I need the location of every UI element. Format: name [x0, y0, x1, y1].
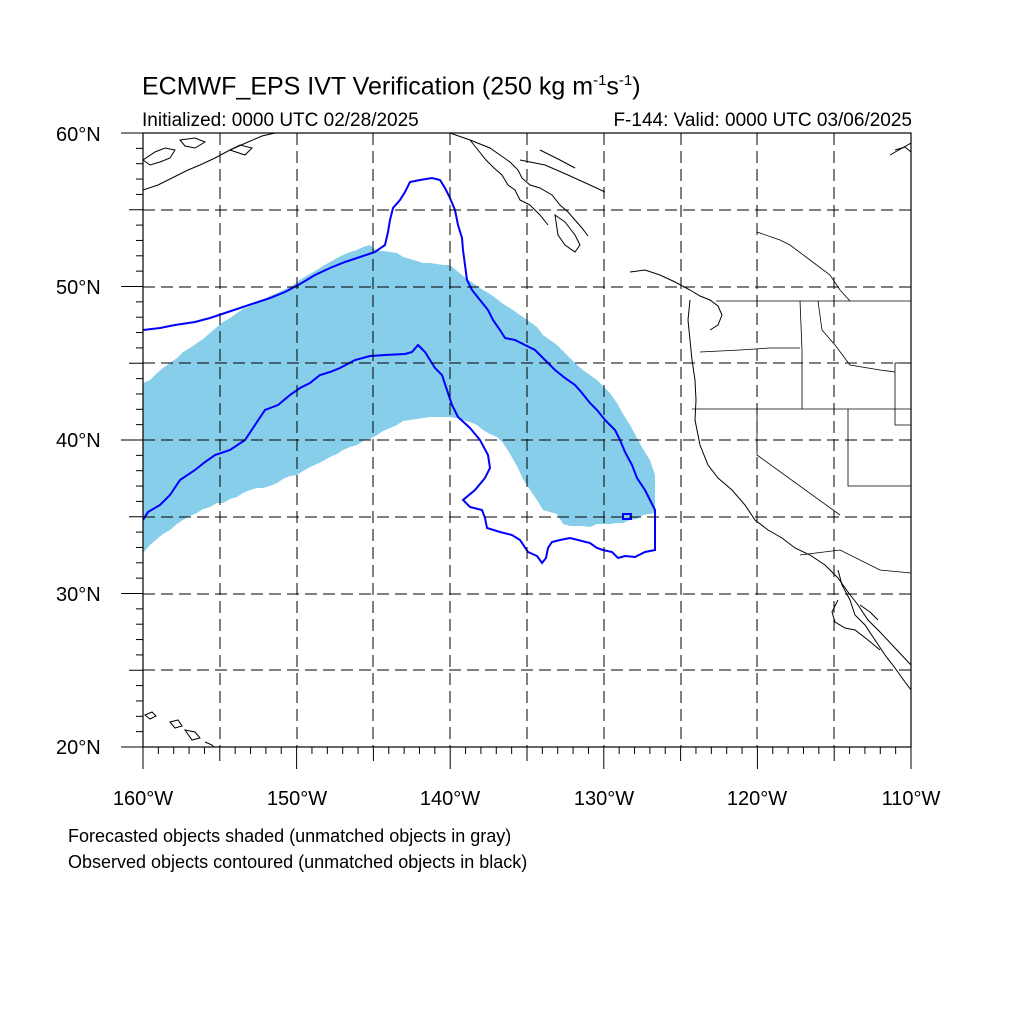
forecast-object [143, 245, 655, 553]
lon-axis-labels: 160°W 150°W 140°W 130°W 120°W 110°W [113, 788, 941, 810]
valid-time-label: F-144: Valid: 0000 UTC 03/06/2025 [613, 110, 912, 131]
graticule [143, 133, 911, 747]
lat-label-60: 60°N [56, 124, 101, 146]
lon-label-120w: 120°W [727, 788, 787, 810]
lat-axis-labels: 60°N 50°N 40°N 30°N 20°N [56, 124, 101, 759]
axis-ticks [121, 132, 912, 769]
lon-label-160w: 160°W [113, 788, 173, 810]
lat-label-20: 20°N [56, 737, 101, 759]
chart-title: ECMWF_EPS IVT Verification (250 kg m-1s-… [142, 72, 641, 101]
lat-label-30: 30°N [56, 584, 101, 606]
legend-note-forecast: Forecasted objects shaded (unmatched obj… [68, 826, 512, 846]
legend-note-observed: Observed objects contoured (unmatched ob… [68, 852, 528, 872]
lon-label-140w: 140°W [420, 788, 480, 810]
lon-label-150w: 150°W [267, 788, 327, 810]
state-borders [692, 231, 911, 574]
init-time-label: Initialized: 0000 UTC 02/28/2025 [142, 110, 419, 131]
lat-label-40: 40°N [56, 430, 101, 452]
coastlines [143, 133, 911, 747]
lat-label-50: 50°N [56, 277, 101, 299]
lon-label-130w: 130°W [574, 788, 634, 810]
lon-label-110w: 110°W [882, 788, 941, 810]
